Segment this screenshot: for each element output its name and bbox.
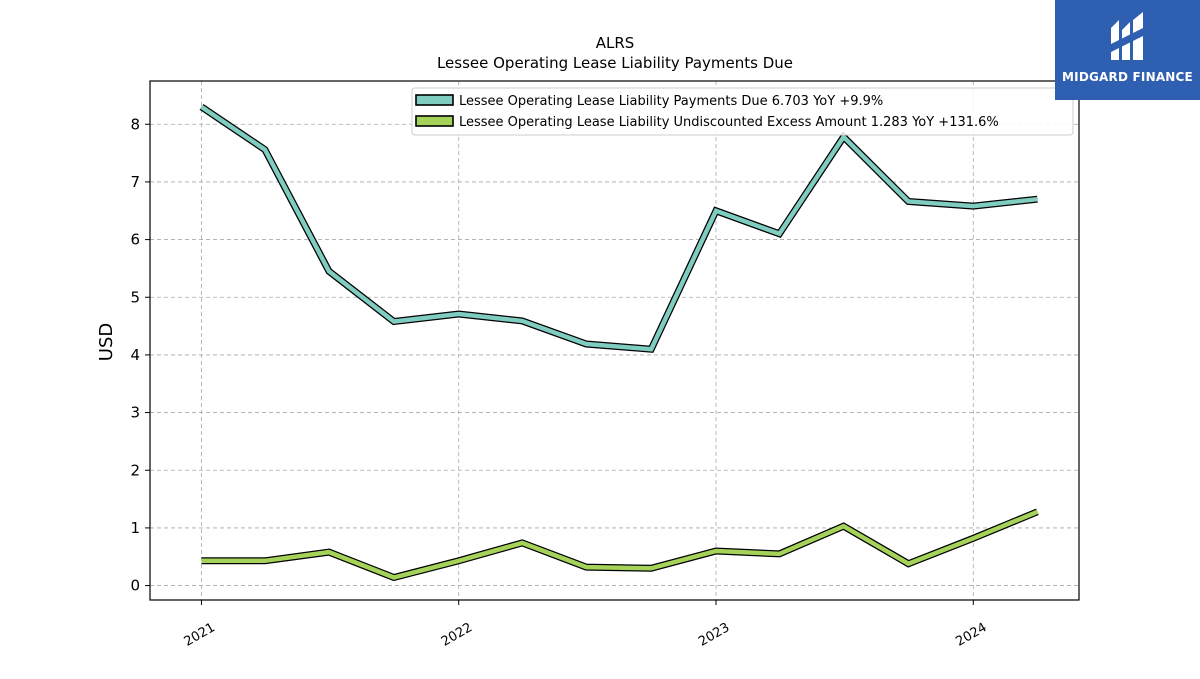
series-lines — [201, 107, 1037, 578]
y-tick-label: 6 — [130, 231, 140, 249]
brand-logo: MIDGARD FINANCE — [1055, 0, 1200, 100]
legend-entry: Lessee Operating Lease Liability Undisco… — [459, 115, 999, 130]
series-line-outline — [202, 107, 1038, 349]
y-tick-label: 4 — [130, 346, 140, 364]
x-tick-label: 2024 — [953, 620, 989, 650]
legend-swatch — [416, 116, 453, 126]
legend-series-name: Lessee Operating Lease Liability Undisco… — [459, 115, 867, 130]
chart-subtitle: Lessee Operating Lease Liability Payment… — [437, 54, 793, 72]
legend: Lessee Operating Lease Liability Payment… — [412, 88, 1073, 135]
y-tick-label: 5 — [130, 288, 140, 306]
y-tick-label: 8 — [130, 115, 140, 133]
axes: 0 1 2 3 4 5 6 7 8 2021 2022 2023 2024 — [130, 115, 989, 649]
y-tick-label: 2 — [130, 461, 140, 479]
y-tick-label: 0 — [130, 577, 140, 595]
legend-series-name: Lessee Operating Lease Liability Payment… — [459, 94, 768, 109]
legend-series-value: 6.703 YoY +9.9% — [772, 94, 884, 109]
legend-swatch — [416, 95, 453, 105]
series-line-1 — [202, 107, 1038, 349]
legend-entry: Lessee Operating Lease Liability Payment… — [459, 94, 883, 109]
legend-series-value: 1.283 YoY +131.6% — [871, 115, 999, 130]
brand-name: MIDGARD FINANCE — [1062, 70, 1193, 84]
series-line-2 — [202, 512, 1038, 578]
x-tick-label: 2021 — [182, 620, 218, 650]
plot-frame — [150, 81, 1079, 600]
y-tick-label: 1 — [130, 519, 140, 537]
y-axis-label: USD — [96, 323, 117, 361]
y-tick-label: 7 — [130, 173, 140, 191]
x-tick-label: 2023 — [696, 620, 732, 650]
brand-logo-icon — [1103, 8, 1151, 66]
y-tick-label: 3 — [130, 404, 140, 422]
chart-title: ALRS — [596, 34, 635, 52]
x-tick-label: 2022 — [439, 620, 475, 650]
grid-lines — [150, 81, 1079, 600]
